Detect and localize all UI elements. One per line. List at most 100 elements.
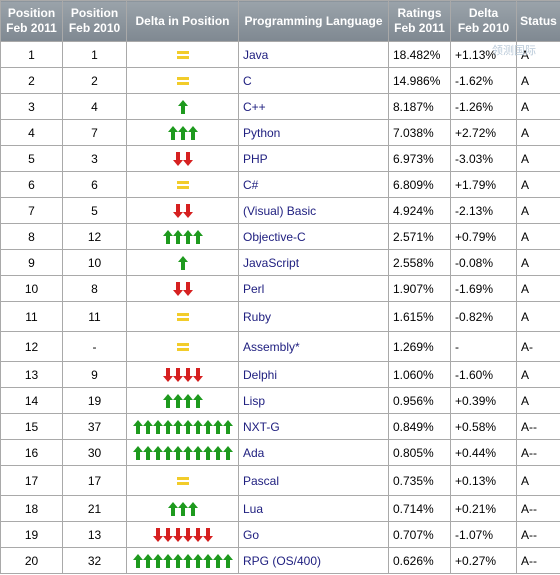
arrow-down-icon (182, 367, 193, 382)
position-2011-cell: 8 (0, 223, 63, 250)
language-cell: C# (238, 171, 389, 198)
status-cell: A-- (516, 439, 560, 466)
position-2010-cell: 7 (62, 119, 127, 146)
position-2011-cell: 14 (0, 387, 63, 414)
col-header-position-2010[interactable]: Position Feb 2010 (62, 0, 127, 42)
language-cell: Ruby (238, 301, 389, 332)
arrow-up-icon (202, 445, 213, 460)
position-2011-cell: 5 (0, 145, 63, 172)
arrow-up-icon (222, 419, 233, 434)
delta-cell: -2.13% (450, 197, 517, 224)
col-header-status[interactable]: Status (516, 0, 560, 42)
language-cell: RPG (OS/400) (238, 547, 389, 574)
delta-position-cell (126, 41, 239, 68)
equal-icon (176, 77, 189, 86)
table-row: 20 32 RPG (OS/400) 0.626% +0.27% A-- (0, 547, 560, 574)
arrow-up-icon (162, 229, 173, 244)
language-cell: Python (238, 119, 389, 146)
col-header-position-2011[interactable]: Position Feb 2011 (0, 0, 63, 42)
position-2011-cell: 11 (0, 301, 63, 332)
arrow-down-icon (172, 151, 183, 166)
rating-cell: 6.809% (388, 171, 451, 198)
arrow-down-icon (192, 527, 203, 542)
language-cell: Ada (238, 439, 389, 466)
position-2011-cell: 1 (0, 41, 63, 68)
language-cell: C (238, 67, 389, 94)
arrow-up-icon (162, 445, 173, 460)
arrow-up-icon (212, 419, 223, 434)
position-2010-cell: 13 (62, 521, 127, 548)
status-cell: A (516, 119, 560, 146)
status-cell: A (516, 387, 560, 414)
arrow-up-icon (192, 419, 203, 434)
ranking-table-body: 1 1 Java 18.482% +1.13% A 2 2 C 14.986% -1.62% A 3 4 C… (0, 41, 560, 574)
position-2011-cell: 17 (0, 465, 63, 496)
col-header-ratings[interactable]: Ratings Feb 2011 (388, 0, 451, 42)
arrow-up-icon (212, 553, 223, 568)
rating-cell: 7.038% (388, 119, 451, 146)
status-cell: A (516, 249, 560, 276)
rating-cell: 4.924% (388, 197, 451, 224)
delta-cell: -1.62% (450, 67, 517, 94)
position-2011-cell: 13 (0, 361, 63, 388)
delta-position-cell (126, 301, 239, 332)
delta-position-cell (126, 361, 239, 388)
table-row: 17 17 Pascal 0.735% +0.13% A (0, 465, 560, 496)
language-cell: PHP (238, 145, 389, 172)
arrow-up-icon (172, 229, 183, 244)
position-2011-cell: 9 (0, 249, 63, 276)
delta-cell: +0.79% (450, 223, 517, 250)
delta-position-cell (126, 439, 239, 466)
status-cell: A (516, 41, 560, 68)
arrow-up-icon (182, 229, 193, 244)
table-row: 2 2 C 14.986% -1.62% A (0, 67, 560, 94)
status-cell: A-- (516, 495, 560, 522)
rating-cell: 6.973% (388, 145, 451, 172)
table-row: 14 19 Lisp 0.956% +0.39% A (0, 387, 560, 414)
delta-position-cell (126, 495, 239, 522)
rating-cell: 1.269% (388, 331, 451, 362)
status-cell: A (516, 145, 560, 172)
arrow-up-icon (162, 553, 173, 568)
header-row: Position Feb 2011 Position Feb 2010 Delta … (0, 0, 560, 42)
arrow-up-icon (192, 445, 203, 460)
delta-cell: +1.79% (450, 171, 517, 198)
arrow-up-icon (132, 419, 143, 434)
col-header-delta-position[interactable]: Delta in Position (126, 0, 239, 42)
delta-cell: +0.39% (450, 387, 517, 414)
rating-cell: 18.482% (388, 41, 451, 68)
arrow-up-icon (132, 553, 143, 568)
delta-cell: -0.08% (450, 249, 517, 276)
table-row: 18 21 Lua 0.714% +0.21% A-- (0, 495, 560, 522)
status-cell: A (516, 171, 560, 198)
col-header-delta[interactable]: Delta Feb 2010 (450, 0, 517, 42)
delta-position-cell (126, 547, 239, 574)
language-cell: Perl (238, 275, 389, 302)
equal-icon (176, 313, 189, 322)
rating-cell: 0.714% (388, 495, 451, 522)
table-row: 1 1 Java 18.482% +1.13% A (0, 41, 560, 68)
position-2011-cell: 20 (0, 547, 63, 574)
language-cell: Pascal (238, 465, 389, 496)
language-cell: Lisp (238, 387, 389, 414)
position-2011-cell: 19 (0, 521, 63, 548)
status-cell: A (516, 301, 560, 332)
language-cell: Go (238, 521, 389, 548)
arrow-up-icon (162, 393, 173, 408)
position-2010-cell: 8 (62, 275, 127, 302)
arrow-up-icon (202, 419, 213, 434)
language-cell: Java (238, 41, 389, 68)
arrow-down-icon (182, 527, 193, 542)
col-header-language[interactable]: Programming Language (238, 0, 389, 42)
delta-cell: +0.58% (450, 413, 517, 440)
delta-position-cell (126, 67, 239, 94)
arrow-up-icon (172, 419, 183, 434)
equal-icon (176, 477, 189, 486)
table-row: 9 10 JavaScript 2.558% -0.08% A (0, 249, 560, 276)
delta-position-cell (126, 249, 239, 276)
position-2011-cell: 6 (0, 171, 63, 198)
rating-cell: 2.558% (388, 249, 451, 276)
status-cell: A-- (516, 521, 560, 548)
rating-cell: 8.187% (388, 93, 451, 120)
